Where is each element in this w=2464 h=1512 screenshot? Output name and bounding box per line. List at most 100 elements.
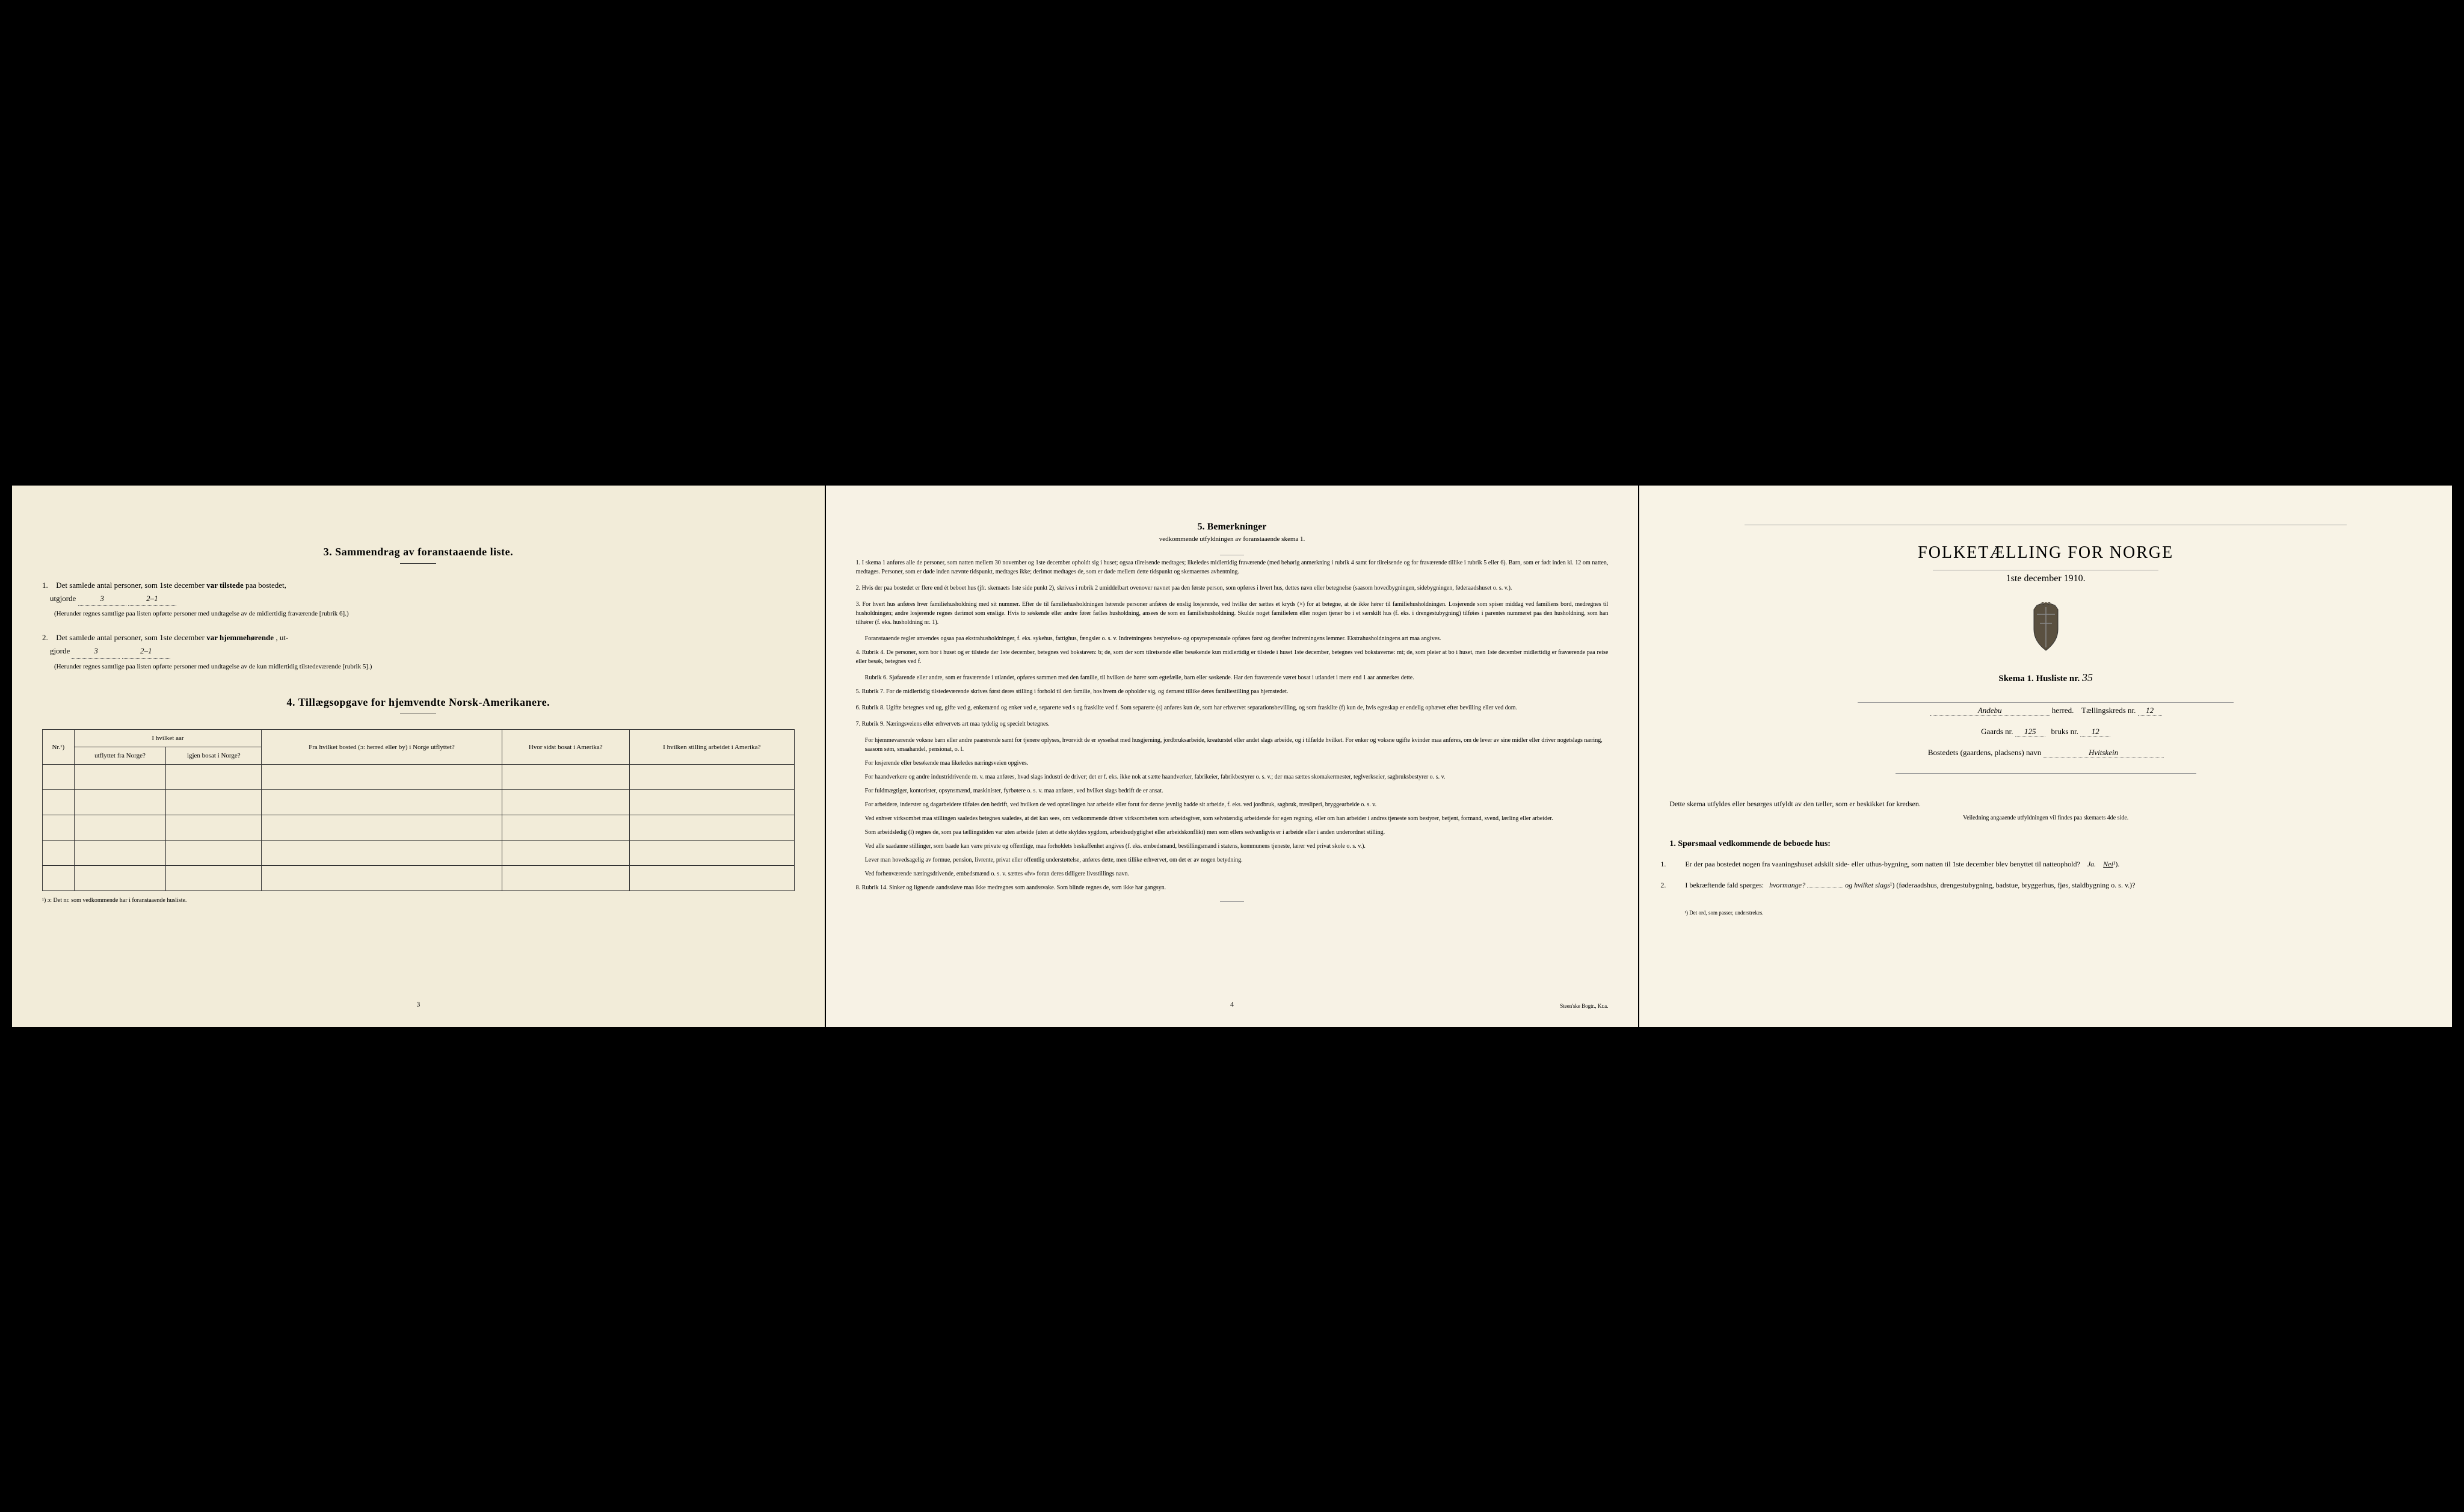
divider [1220,901,1244,902]
remark-item: 8. Rubrik 14. Sinker og lignende aandssl… [856,883,1609,892]
table-cell [166,866,262,891]
item1-text-before: Det samlede antal personer, som 1ste dec… [56,581,205,590]
q2-before: I bekræftende fald spørges: [1685,881,1764,889]
table-cell [74,866,166,891]
remark-sub: Ved enhver virksomhet maa stillingen saa… [865,814,1609,823]
remarks-list: 1. I skema 1 anføres alle de personer, s… [856,558,1609,892]
bosted-label: Bostedets (gaardens, pladsens) navn [1928,748,2041,757]
remark-sub: Lever man hovedsagelig av formue, pensio… [865,856,1609,865]
table-cell [43,790,75,815]
table-cell [74,841,166,866]
remark-item: 2. Hvis der paa bostedet er flere end ét… [856,584,1609,593]
value-field: 3 [72,644,120,658]
table-cell [629,866,794,891]
page-middle: 5. Bemerkninger vedkommende utfyldningen… [826,486,1639,1027]
amerikanere-table: Nr.¹) I hvilket aar Fra hvilket bosted (… [42,729,795,891]
q2-og: og [1845,881,1852,889]
skema-line: Skema 1. Husliste nr. 35 [1669,671,2422,684]
table-cell [262,790,502,815]
page-number: 4 [1230,1000,1234,1009]
herred-value: Andebu [1930,706,2050,716]
page-number: 3 [416,1000,420,1009]
bruks-value: 12 [2080,727,2110,737]
item2-note: (Herunder regnes samtlige paa listen opf… [54,661,795,673]
table-cell [43,765,75,790]
gaards-line: Gaards nr. 125 bruks nr. 12 [1669,727,2422,737]
remark-item: 5. Rubrik 7. For de midlertidig tilstede… [856,687,1609,696]
remark-sub: For hjemmeværende voksne barn eller andr… [865,736,1609,754]
remark-sub: For haandverkere og andre industridriven… [865,773,1609,782]
table-cell [629,815,794,841]
table-cell [74,790,166,815]
table-cell [166,841,262,866]
table-cell [74,765,166,790]
value-field: 3 [78,592,126,606]
q1-text: Er der paa bostedet nogen fra vaaningshu… [1685,860,2080,868]
table-cell [166,765,262,790]
answer-nei: Nei [2103,860,2113,868]
item1-bold: var tilstede [206,581,244,590]
section3-title: 3. Sammendrag av foranstaaende liste. [42,546,795,558]
table-cell [43,815,75,841]
coat-of-arms-icon [2025,602,2067,653]
page-left: 3. Sammendrag av foranstaaende liste. 1.… [12,486,825,1027]
table-cell [629,841,794,866]
value-field: 2–1 [128,592,176,606]
middle-title: 5. Bemerkninger [856,522,1609,532]
th-stilling: I hvilken stilling arbeidet i Amerika? [629,730,794,765]
item-1: 1. Det samlede antal personer, som 1ste … [42,579,795,620]
item1-line2: utgjorde [50,594,76,603]
remark-sub: Ved alle saadanne stillinger, som baade … [865,842,1609,851]
table-cell [502,815,629,841]
right-footnote: ¹) Det ord, som passer, understrekes. [1684,910,2422,916]
remark-sub: For losjerende eller besøkende maa likel… [865,759,1609,768]
remark-item: 4. Rubrik 4. De personer, som bor i huse… [856,648,1609,666]
th-nr: Nr.¹) [43,730,75,765]
document-container: 3. Sammendrag av foranstaaende liste. 1.… [12,486,2452,1027]
table-cell [262,841,502,866]
remark-sub: Foranstaaende regler anvendes ogsaa paa … [865,634,1609,643]
answer-ja: Ja. [2087,860,2096,868]
table-cell [166,815,262,841]
main-title: FOLKETÆLLING FOR NORGE [1669,543,2422,563]
gaards-label: Gaards nr. [1981,727,2013,736]
table-cell [262,765,502,790]
taelling-label: Tællingskreds nr. [2081,706,2136,715]
gaards-value: 125 [2015,727,2045,737]
value-field: 2–1 [122,644,170,658]
publisher: Steen'ske Bogtr., Kr.a. [1560,1003,1608,1009]
th-utflyttet: utflyttet fra Norge? [74,747,166,765]
th-bosted: Fra hvilket bosted (ɔ: herred eller by) … [262,730,502,765]
th-amerika: Hvor sidst bosat i Amerika? [502,730,629,765]
table-cell [502,841,629,866]
taelling-value: 12 [2138,706,2162,716]
nei-sup: ¹). [2113,860,2120,868]
remark-sub: Ved forhenværende næringsdrivende, embed… [865,869,1609,878]
item2-text-before: Det samlede antal personer, som 1ste dec… [56,633,205,642]
q2-sup: ¹) [1890,881,1895,889]
remark-item: 7. Rubrik 9. Næringsveiens eller erhverv… [856,720,1609,729]
remark-sub: For fuldmægtiger, kontorister, opsynsmæn… [865,786,1609,795]
skema-value: 35 [2082,671,2093,683]
item-number: 2. [42,631,54,644]
item2-line2: gjorde [50,646,70,655]
table-cell [74,815,166,841]
table-cell [629,790,794,815]
th-aar: I hvilket aar [74,730,262,747]
instruction-sub: Veiledning angaaende utfyldningen vil fi… [1669,815,2422,821]
herred-line: Andebu herred. Tællingskreds nr. 12 [1669,706,2422,716]
question-1: 1. Er der paa bostedet nogen fra vaaning… [1684,858,2422,870]
item1-text-after: paa bostedet, [245,581,286,590]
q2-hvormange: hvormange? [1769,881,1805,889]
page-right: FOLKETÆLLING FOR NORGE 1ste december 191… [1639,486,2452,1027]
item-number: 1. [42,579,54,592]
table-cell [502,765,629,790]
table-cell [166,790,262,815]
table-body [43,765,795,891]
skema-label: Skema 1. Husliste nr. [1998,674,2080,683]
remark-item: 6. Rubrik 8. Ugifte betegnes ved ug, gif… [856,703,1609,712]
instruction: Dette skema utfyldes eller besørges utfy… [1669,798,2422,810]
bosted-value: Hvitskein [2044,748,2164,758]
th-igjen: igjen bosat i Norge? [166,747,262,765]
bruks-label: bruks nr. [2051,727,2079,736]
